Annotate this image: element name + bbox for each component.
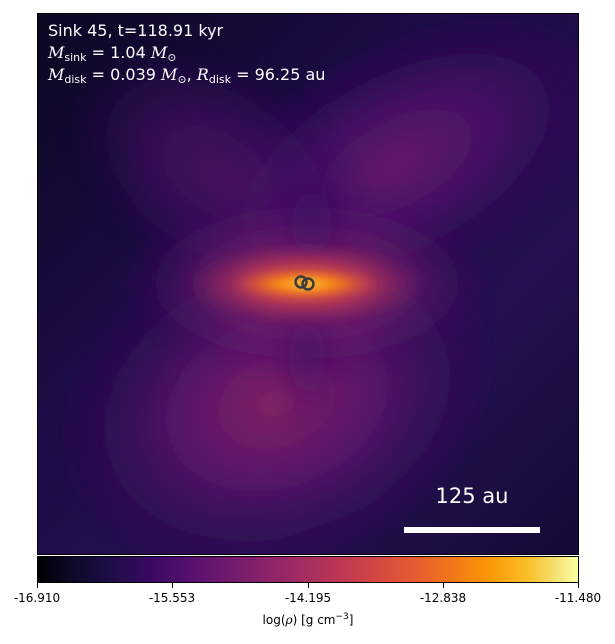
colorbar-tick bbox=[308, 583, 309, 588]
colorbar-tick-label: -12.838 bbox=[419, 591, 467, 605]
colorbar-axis-label: log(ρ) [g cm−3] bbox=[262, 612, 354, 627]
sink-marker-primary bbox=[294, 275, 308, 289]
colorbar-tick-label: -14.195 bbox=[284, 591, 332, 605]
colorbar-tick-label: -15.553 bbox=[148, 591, 196, 605]
colorbar-tick bbox=[37, 583, 38, 588]
density-map-image bbox=[38, 14, 578, 554]
colorbar-tick bbox=[172, 583, 173, 588]
sink-mass-label: Msink = 1.04 M⊙ bbox=[48, 43, 177, 64]
disk-properties-label: Mdisk = 0.039 M⊙, Rdisk = 96.25 au bbox=[48, 65, 326, 86]
scale-bar bbox=[404, 527, 540, 533]
sink-marker-companion bbox=[301, 277, 315, 291]
density-map-panel: Sink 45, t=118.91 kyr Msink = 1.04 M⊙ Md… bbox=[37, 13, 579, 555]
colorbar-tick bbox=[443, 583, 444, 588]
colorbar-tick bbox=[578, 583, 579, 588]
scale-bar-label: 125 au bbox=[435, 484, 509, 508]
sink-time-label: Sink 45, t=118.91 kyr bbox=[48, 21, 224, 40]
colorbar-tick-label: -11.480 bbox=[554, 591, 602, 605]
colorbar bbox=[37, 556, 579, 583]
colorbar-tick-label: -16.910 bbox=[13, 591, 61, 605]
